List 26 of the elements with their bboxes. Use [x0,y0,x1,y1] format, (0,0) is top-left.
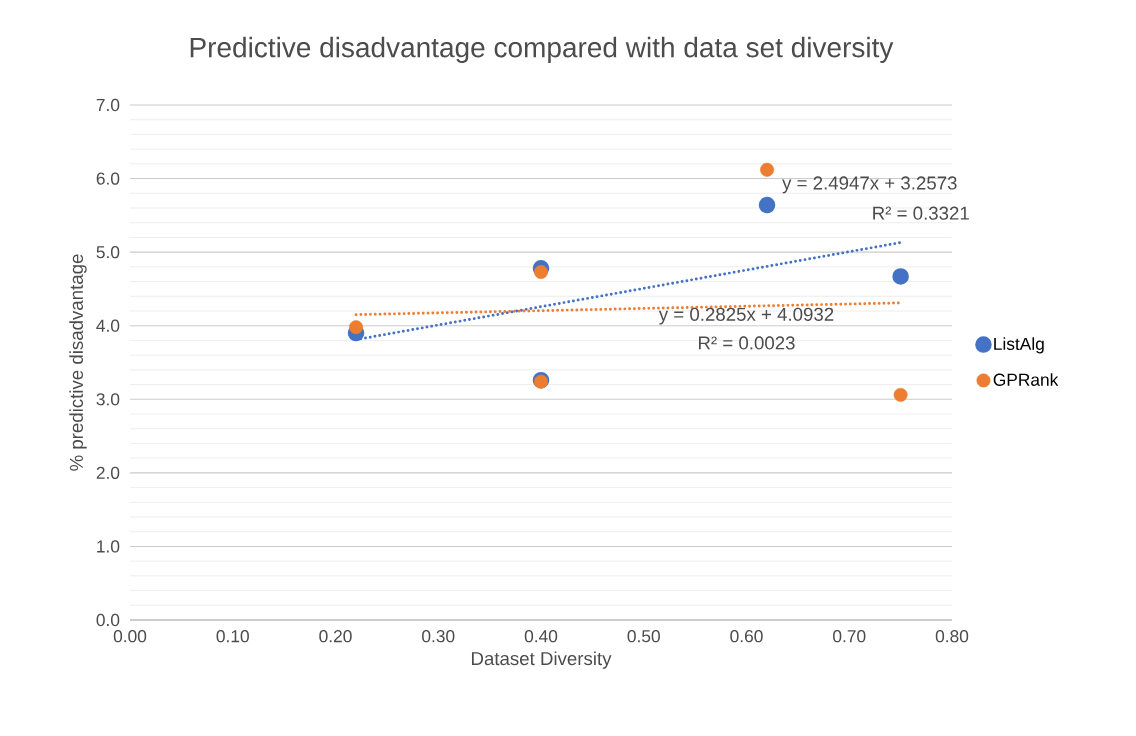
annotation: y = 2.4947x + 3.2573 [782,176,957,194]
x-tick-label: 0.00 [113,630,147,643]
y-tick-label: 4.0 [96,319,120,332]
x-tick-label: 0.40 [524,630,558,643]
x-axis-title: Dataset Diversity [471,651,612,669]
annotation: R² = 0.0023 [698,336,795,350]
x-tick-label: 0.70 [833,630,866,643]
legend-label: ListAlg [994,337,1044,354]
x-tick-label: 0.20 [319,630,352,643]
y-axis-title: % predictive disadvantage [69,254,87,471]
chart-title: Predictive disadvantage compared with data set diversity [190,36,894,63]
x-tick-label: 0.10 [216,630,249,643]
x-tick-label: 0.30 [422,630,455,643]
y-tick-label: 1.0 [97,540,120,553]
y-tick-label: 6.0 [96,172,120,185]
y-tick-label: 2.0 [96,466,120,479]
y-tick-label: 0.0 [96,613,120,627]
y-tick-label: 3.0 [96,393,120,406]
x-tick-label: 0.80 [935,630,969,643]
annotation: R² = 0.3321 [873,206,969,220]
y-tick-label: 7.0 [96,98,120,112]
annotation: y = 0.2825x + 4.0932 [658,307,834,325]
x-tick-label: 0.50 [627,630,660,643]
legend-label: GPRank [993,373,1059,386]
x-tick-label: 0.60 [730,630,763,643]
y-tick-label: 5.0 [96,246,120,259]
